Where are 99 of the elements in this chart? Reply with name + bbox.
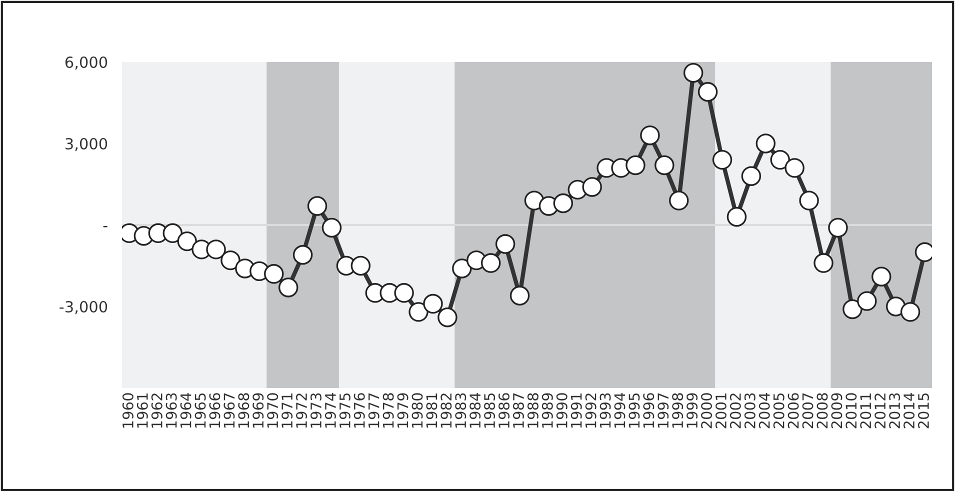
y-tick-label: - xyxy=(103,226,108,228)
point xyxy=(264,264,284,284)
x-tick-label: 2005 xyxy=(773,393,784,428)
x-tick-label: 1995 xyxy=(628,393,640,428)
x-tick-label: 1996 xyxy=(643,393,654,428)
x-tick-label: 1981 xyxy=(426,394,438,428)
point xyxy=(438,308,458,328)
point xyxy=(872,266,892,286)
x-tick-label: 1962 xyxy=(151,394,162,428)
x-tick-label: 1960 xyxy=(122,393,134,428)
point xyxy=(480,253,501,273)
point xyxy=(784,158,804,178)
x-tick-label: 1971 xyxy=(282,394,293,428)
point xyxy=(857,291,877,311)
x-tick-label: 2013 xyxy=(889,393,900,428)
point xyxy=(814,253,834,273)
x-tick-label: 2012 xyxy=(874,394,886,428)
point xyxy=(770,150,790,170)
x-tick-label: 2008 xyxy=(816,393,828,428)
point xyxy=(307,196,328,216)
point xyxy=(350,256,371,276)
x-tick-label: 1965 xyxy=(194,393,206,428)
point xyxy=(726,206,747,227)
x-tick-label: 1986 xyxy=(498,393,510,428)
point xyxy=(698,82,718,102)
point xyxy=(828,218,848,238)
x-tick-label: 2003 xyxy=(744,393,756,428)
point xyxy=(582,177,602,197)
y-tick-label: -3,000 xyxy=(60,300,108,314)
x-tick-label: 2006 xyxy=(788,393,799,428)
point xyxy=(394,283,414,303)
x-tick-label: 1989 xyxy=(542,393,553,428)
x-tick-label: 1972 xyxy=(296,394,308,428)
x-tick-label: 1969 xyxy=(252,393,264,428)
point xyxy=(654,155,674,176)
x-tick-label: 1982 xyxy=(440,394,452,428)
point xyxy=(495,234,516,254)
y-tick-label: 6,000 xyxy=(65,56,108,70)
point xyxy=(322,218,342,238)
x-tick-label: 1980 xyxy=(412,393,423,428)
x-tick-label: 2001 xyxy=(715,394,726,428)
x-tick-label: 1966 xyxy=(209,393,220,428)
x-tick-label: 1983 xyxy=(455,393,466,428)
x-tick-label: 2011 xyxy=(860,394,872,428)
x-tick-label: 1987 xyxy=(512,393,524,428)
x-tick-label: 1963 xyxy=(166,393,177,428)
x-tick-label: 2014 xyxy=(904,392,915,428)
x-tick-label: 2004 xyxy=(758,392,770,428)
point xyxy=(712,150,732,170)
x-tick-label: 2010 xyxy=(846,393,857,428)
point xyxy=(452,258,472,278)
x-tick-label: 1964 xyxy=(180,392,192,428)
x-tick-label: 1985 xyxy=(484,393,496,428)
x-tick-label: 1992 xyxy=(585,394,596,428)
point xyxy=(423,294,443,314)
x-tick-label: 1978 xyxy=(382,393,394,428)
x-tick-label: 1994 xyxy=(614,392,626,428)
point xyxy=(206,240,226,260)
point xyxy=(842,299,862,320)
x-tick-label: 1976 xyxy=(354,393,365,428)
point xyxy=(626,155,646,176)
x-tick-label: 1979 xyxy=(397,393,408,428)
point xyxy=(756,134,776,154)
point xyxy=(553,193,574,214)
point xyxy=(669,190,689,210)
x-tick-label: 2009 xyxy=(831,393,842,428)
x-tick-label: 1990 xyxy=(556,393,568,428)
point xyxy=(741,166,762,186)
x-tick-label: 1991 xyxy=(570,394,582,428)
x-tick-label: 1993 xyxy=(600,393,611,428)
x-tick-label: 1961 xyxy=(136,394,148,428)
x-tick-label: 1997 xyxy=(658,393,669,428)
point xyxy=(408,302,428,322)
point xyxy=(900,302,920,322)
x-tick-label: 1998 xyxy=(672,393,684,428)
point xyxy=(640,125,660,146)
point xyxy=(510,286,530,306)
x-tick-label: 1984 xyxy=(470,392,481,428)
point xyxy=(162,223,182,244)
x-tick-label: 1975 xyxy=(339,393,350,428)
x-tick-label: 1974 xyxy=(324,392,336,428)
x-tick-label: 2015 xyxy=(918,393,929,428)
x-tick-label: 1999 xyxy=(686,393,698,428)
x-tick-label: 1977 xyxy=(368,393,380,428)
x-tick-label: 2000 xyxy=(701,393,712,428)
x-tick-label: 2007 xyxy=(802,393,814,428)
point xyxy=(799,190,819,210)
x-tick-label: 2002 xyxy=(730,394,741,428)
point xyxy=(683,63,704,83)
x-tick-label: 1973 xyxy=(310,393,322,428)
x-tick-label: 1970 xyxy=(267,393,278,428)
y-tick-label: 3,000 xyxy=(66,138,108,152)
point xyxy=(292,245,313,265)
x-tick-label: 1967 xyxy=(224,393,235,428)
point xyxy=(177,231,197,252)
x-tick-label: 1988 xyxy=(527,393,538,428)
x-tick-label: 1968 xyxy=(238,393,250,428)
point xyxy=(220,250,240,270)
point xyxy=(278,278,298,298)
